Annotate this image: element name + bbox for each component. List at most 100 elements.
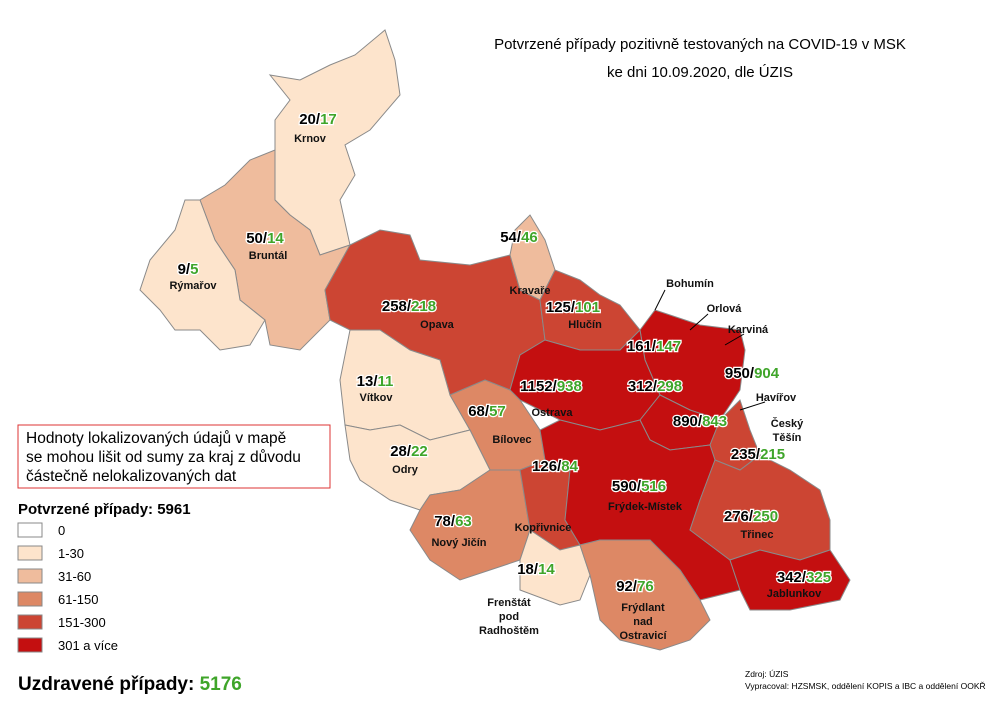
confirmed: 235 [731, 446, 756, 463]
district-name: Bílovec [492, 434, 531, 446]
confirmed: 312 [628, 378, 653, 395]
district-name: Havířov [756, 392, 797, 404]
legend-swatch [17, 614, 43, 630]
district-name: Frenštát [487, 597, 531, 609]
district-count: 28/22 [390, 443, 428, 460]
region [509, 214, 556, 301]
leader-line [654, 289, 666, 311]
district-name: Nový Jičín [431, 537, 486, 549]
district-name: Orlová [707, 303, 743, 315]
district-name: Třinec [740, 529, 773, 541]
separator: / [802, 569, 807, 586]
separator: / [485, 403, 490, 420]
district-count: 78/63 [434, 513, 472, 530]
separator: / [749, 508, 754, 525]
district-count: 125/101 [546, 299, 600, 316]
district-name: Rýmařov [169, 280, 217, 292]
legend-label: 61-150 [58, 592, 98, 607]
recovered: 57 [489, 403, 506, 420]
district-count: 276/250 [724, 508, 778, 525]
recovered: 76 [637, 578, 654, 595]
district-count: 18/14 [517, 561, 555, 578]
district-count: 54/46 [500, 229, 538, 246]
district-name: Karviná [728, 324, 769, 336]
recovered: 63 [455, 513, 472, 530]
district-count: 9/5 [178, 261, 199, 278]
note-line: částečně nelokalizovaných dat [26, 468, 237, 485]
separator: / [451, 513, 456, 530]
value: 5176 [200, 674, 242, 695]
legend-label: 1-30 [58, 546, 84, 561]
recovered: 938 [557, 378, 582, 395]
title: Potvrzené případy pozitivně testovaných … [494, 36, 906, 53]
district-name: Ostrava [532, 407, 574, 419]
separator: / [637, 478, 642, 495]
separator: / [407, 298, 412, 315]
legend-label: 301 a více [58, 638, 118, 653]
district-count: 312/298 [628, 378, 682, 395]
note-box [17, 424, 331, 489]
title: ke dni 10.09.2020, dle ÚZIS [607, 64, 793, 81]
district-count: 1152/938 [520, 378, 582, 395]
district-name: Jablunkov [767, 588, 822, 600]
leader-line [689, 313, 709, 331]
leader-line [724, 333, 745, 346]
district-name: Bruntál [249, 250, 288, 262]
district-count: 92/76 [616, 578, 654, 595]
district-name: Těšín [773, 432, 802, 444]
confirmed: 890 [673, 413, 698, 430]
recovered: 218 [411, 298, 436, 315]
district-count: 20/17 [299, 111, 337, 128]
separator: / [571, 299, 576, 316]
regions [139, 29, 851, 651]
district-name: Kravaře [510, 285, 551, 297]
separator: / [557, 458, 562, 475]
confirmed: 18 [517, 561, 534, 578]
confirmed: 13 [357, 373, 374, 390]
district-count: 342/325 [777, 569, 831, 586]
district-name: Ostravicí [619, 630, 667, 642]
legend-swatch [17, 522, 43, 538]
separator: / [517, 229, 522, 246]
label: Potvrzené případy: [18, 501, 153, 518]
recovered: 11 [378, 373, 394, 390]
recovered: 5 [190, 261, 198, 278]
separator: / [633, 578, 638, 595]
confirmed: 276 [724, 508, 749, 525]
district-name: Vítkov [359, 392, 393, 404]
district-name: Radhoštěm [479, 625, 539, 637]
district-count: 258/218 [382, 298, 436, 315]
district-count: 13/11 [357, 373, 394, 390]
district-count: 126/84 [532, 458, 579, 475]
recovered: 298 [657, 378, 682, 395]
recovered: 46 [521, 229, 538, 246]
recovered: 84 [561, 458, 578, 475]
district-count: 68/57 [468, 403, 506, 420]
confirmed: 258 [382, 298, 407, 315]
separator: / [750, 365, 755, 382]
district-name: Frýdek-Místek [608, 501, 683, 513]
district-name: Odry [392, 464, 419, 476]
separator: / [263, 230, 268, 247]
confirmed: 126 [532, 458, 557, 475]
recovered: 17 [320, 111, 337, 128]
district-count: 50/14 [246, 230, 284, 247]
district-count: 590/516 [612, 478, 666, 495]
separator: / [373, 373, 378, 390]
confirmed: 125 [546, 299, 571, 316]
confirmed: 50 [246, 230, 263, 247]
confirmed: 1152 [520, 378, 553, 395]
district-name: Bohumín [666, 278, 714, 290]
separator: / [698, 413, 703, 430]
value: 5961 [157, 501, 190, 518]
confirmed: 68 [468, 403, 485, 420]
confirmed: 78 [434, 513, 451, 530]
district-name: Hlučín [568, 319, 602, 331]
legend-swatch [17, 591, 43, 607]
confirmed: 54 [500, 229, 517, 246]
recovered: 101 [575, 299, 600, 316]
region [139, 199, 266, 351]
separator: / [407, 443, 412, 460]
recovered: 325 [806, 569, 831, 586]
